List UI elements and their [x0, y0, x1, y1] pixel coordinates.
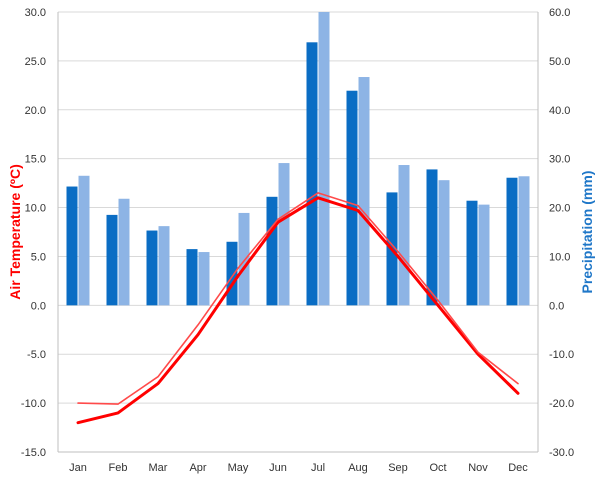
right-axis-title: Precipitation (mm): [579, 171, 595, 294]
bar-aug-2: [358, 77, 370, 306]
x-tick-label: Dec: [508, 462, 528, 474]
bar-jul-2: [318, 12, 330, 306]
right-tick-label: 60.0: [549, 7, 570, 19]
left-tick-label: 30.0: [25, 7, 46, 19]
bar-dec-1: [506, 177, 518, 306]
bar-apr-1: [186, 249, 198, 306]
temperature-line-2: [77, 192, 519, 405]
bar-may-1: [226, 241, 238, 306]
right-tick-label: 20.0: [549, 203, 570, 215]
bar-jun-2: [278, 163, 290, 306]
left-tick-label: 25.0: [25, 56, 46, 68]
right-tick-label: -10.0: [549, 349, 574, 361]
bar-mar-1: [146, 230, 158, 306]
left-tick-label: -5.0: [27, 349, 46, 361]
x-tick-label: Jun: [269, 462, 287, 474]
bar-oct-2: [438, 180, 450, 306]
left-tick-label: 15.0: [25, 154, 46, 166]
x-tick-label: Sep: [388, 462, 408, 474]
bar-jan-2: [78, 175, 90, 306]
x-tick-label: Oct: [429, 462, 446, 474]
right-tick-label: -30.0: [549, 447, 574, 459]
bar-feb-1: [106, 214, 118, 306]
right-tick-label: -20.0: [549, 398, 574, 410]
left-tick-label: -15.0: [21, 447, 46, 459]
right-tick-label: 30.0: [549, 154, 570, 166]
bar-jul-1: [306, 42, 318, 306]
bar-apr-2: [198, 252, 210, 306]
bar-jun-1: [266, 196, 278, 306]
x-tick-label: Feb: [109, 462, 128, 474]
bar-nov-2: [478, 204, 490, 306]
left-tick-label: 10.0: [25, 203, 46, 215]
bar-nov-1: [466, 200, 478, 306]
x-axis-ticks: Jan Feb Mar Apr May Jun Jul Aug Sep Oct Nov Dec: [69, 462, 528, 474]
bar-feb-2: [118, 198, 130, 306]
right-tick-label: 40.0: [549, 105, 570, 117]
right-tick-label: 0.0: [549, 300, 564, 312]
x-tick-label: Mar: [149, 462, 168, 474]
right-tick-label: 50.0: [549, 56, 570, 68]
temperature-line-1: [76, 196, 520, 425]
right-axis-ticks: -30.0 -20.0 -10.0 0.0 10.0 20.0 30.0 40.0 50.0 60…: [549, 7, 574, 459]
right-tick-label: 10.0: [549, 251, 570, 263]
x-tick-label: Nov: [468, 462, 488, 474]
axes: [57, 12, 539, 453]
bar-jan-1: [66, 186, 78, 306]
x-tick-label: Apr: [189, 462, 206, 474]
grid-lines: [58, 11, 538, 453]
bar-mar-2: [158, 226, 170, 306]
left-axis-title: Air Temperature (ºC): [7, 164, 23, 300]
x-tick-label: May: [228, 462, 249, 474]
x-tick-label: Jan: [69, 462, 87, 474]
left-tick-label: -10.0: [21, 398, 46, 410]
bar-aug-1: [346, 90, 358, 306]
line-series: [76, 192, 520, 425]
left-tick-label: 5.0: [31, 251, 46, 263]
left-axis-ticks: -15.0 -10.0 -5.0 0.0 5.0 10.0 15.0 20.0 25.0 30.0: [21, 7, 46, 459]
x-tick-label: Aug: [348, 462, 368, 474]
left-tick-label: 0.0: [31, 300, 46, 312]
bar-oct-1: [426, 169, 438, 306]
x-tick-label: Jul: [311, 462, 325, 474]
bar-sep-2: [398, 165, 410, 306]
left-tick-label: 20.0: [25, 105, 46, 117]
bar-dec-2: [518, 176, 530, 306]
bar-may-2: [238, 212, 250, 306]
